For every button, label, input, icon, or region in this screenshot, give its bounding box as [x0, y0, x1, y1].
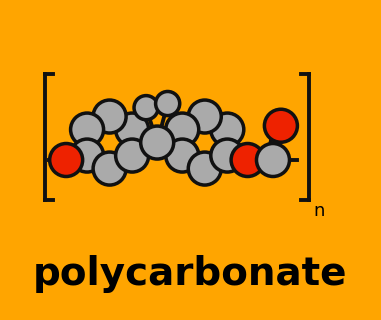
Circle shape: [155, 92, 180, 116]
Circle shape: [231, 143, 264, 177]
Circle shape: [166, 139, 199, 172]
Circle shape: [93, 100, 126, 133]
Circle shape: [211, 139, 244, 172]
Circle shape: [166, 113, 199, 146]
Circle shape: [188, 100, 221, 133]
Circle shape: [70, 139, 104, 172]
Circle shape: [188, 152, 221, 185]
Circle shape: [70, 113, 104, 146]
Circle shape: [256, 143, 290, 177]
Circle shape: [50, 143, 83, 177]
Circle shape: [116, 139, 149, 172]
Circle shape: [141, 126, 174, 159]
Circle shape: [93, 152, 126, 185]
Circle shape: [211, 113, 244, 146]
Text: n: n: [313, 202, 325, 220]
Circle shape: [134, 96, 158, 120]
Text: polycarbonate: polycarbonate: [33, 255, 348, 293]
Circle shape: [116, 113, 149, 146]
Circle shape: [264, 109, 298, 142]
